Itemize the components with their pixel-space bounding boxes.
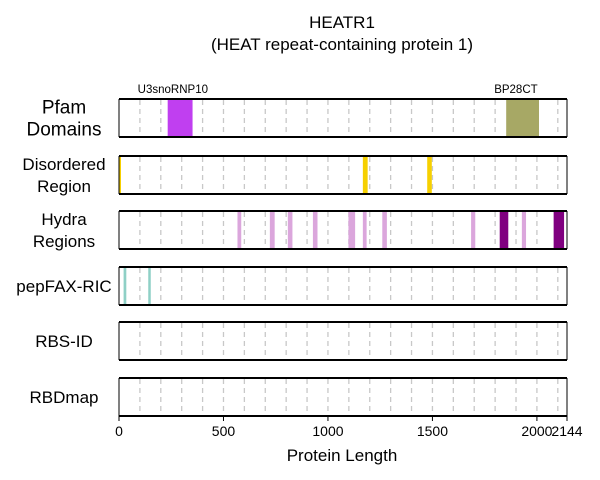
segment-bar xyxy=(362,212,367,248)
segment-bar xyxy=(499,212,509,248)
track-1: Disordered Region xyxy=(22,155,568,196)
segment-label: U3snoRNP10 xyxy=(138,84,208,96)
segment-bar xyxy=(312,212,318,248)
segment-bar xyxy=(506,100,539,136)
x-tick-label: 500 xyxy=(212,423,236,439)
track-0: U3snoRNP10 BP28CT Pfam Domains xyxy=(27,84,568,141)
x-tick-label: 2144 xyxy=(551,423,582,439)
chart-subtitle: (HEAT repeat-containing protein 1) xyxy=(211,35,473,54)
segment-bar xyxy=(382,212,387,248)
track-label: Hydra Regions xyxy=(33,210,95,251)
track-label: Pfam Domains xyxy=(27,98,102,141)
x-tick-label: 2000 xyxy=(521,423,552,439)
track-label: pepFAX-RIC xyxy=(16,277,111,296)
track-2: Hydra Regions xyxy=(33,210,568,251)
track-label: Disordered Region xyxy=(22,155,105,196)
segment-bar xyxy=(471,212,476,248)
segment-label: BP28CT xyxy=(494,84,537,96)
segment-bar xyxy=(269,212,275,248)
track-5: RBDmap xyxy=(30,377,568,417)
segment-bar xyxy=(287,212,293,248)
chart-title: HEATR1 xyxy=(309,13,375,32)
segment-bar xyxy=(362,157,368,193)
track-4: RBS-ID xyxy=(35,321,568,361)
segment-bar xyxy=(521,212,527,248)
segment-bar xyxy=(427,157,432,193)
x-axis-label: Protein Length xyxy=(287,446,398,465)
x-tick-label: 1500 xyxy=(417,423,448,439)
segment-bar xyxy=(148,268,151,304)
x-tick-label: 0 xyxy=(115,423,123,439)
tracks-group: U3snoRNP10 BP28CT Pfam Domains Disordered Reg… xyxy=(16,84,568,417)
segment-bar xyxy=(348,212,356,248)
segment-bar xyxy=(237,212,242,248)
track-label: RBS-ID xyxy=(35,332,93,351)
track-3: pepFAX-RIC xyxy=(16,266,568,306)
segment-bar xyxy=(167,100,193,136)
segment-bar xyxy=(119,157,121,193)
segment-bar xyxy=(123,268,127,304)
x-tick-label: 1000 xyxy=(312,423,343,439)
segment-bar xyxy=(553,212,565,248)
track-label: RBDmap xyxy=(30,388,99,407)
